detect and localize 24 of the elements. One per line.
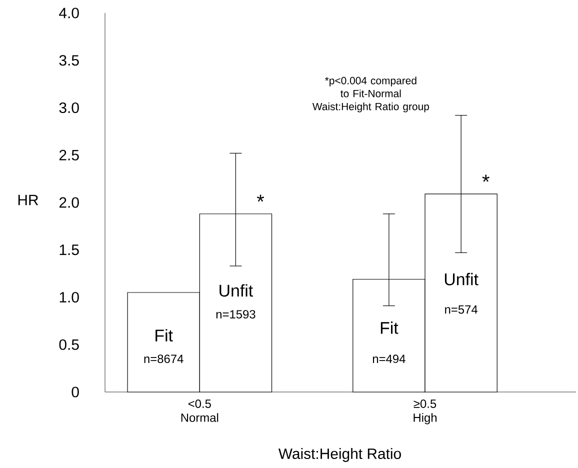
annotation: *p<0.004 compared to Fit-Normal Waist:Height Ratio group xyxy=(312,76,429,112)
x-tick-label: ≥0.5 High xyxy=(414,400,437,424)
annotation: * xyxy=(256,194,264,202)
annotation: n=574 xyxy=(445,305,478,314)
y-tick-label: 1.5 xyxy=(60,244,79,256)
annotation: n=494 xyxy=(372,354,406,364)
annotation: * xyxy=(482,174,490,182)
y-tick-label: 3.5 xyxy=(59,55,79,66)
x-tick-label: <0.5 Normal xyxy=(181,400,218,422)
annotation: n=8674 xyxy=(144,354,184,364)
y-tick-label: 0.5 xyxy=(59,339,79,350)
annotation: n=1593 xyxy=(216,310,256,319)
series-label: Unfit xyxy=(220,284,253,297)
y-tick-label: 2.0 xyxy=(59,197,79,208)
text: Unfit xyxy=(444,272,478,286)
series-label: Fit xyxy=(380,322,398,334)
y-tick-label: 1.0 xyxy=(60,292,79,303)
y-axis-title: HR xyxy=(18,194,38,206)
y-tick-label: 3.0 xyxy=(59,102,79,114)
y-tick-label: 4.0 xyxy=(59,8,79,18)
y-tick-label: 0 xyxy=(72,386,79,398)
text: Fit xyxy=(156,329,173,342)
x-axis-title: Waist:Height Ratio xyxy=(278,448,401,462)
y-tick-label: 2.5 xyxy=(59,150,79,160)
